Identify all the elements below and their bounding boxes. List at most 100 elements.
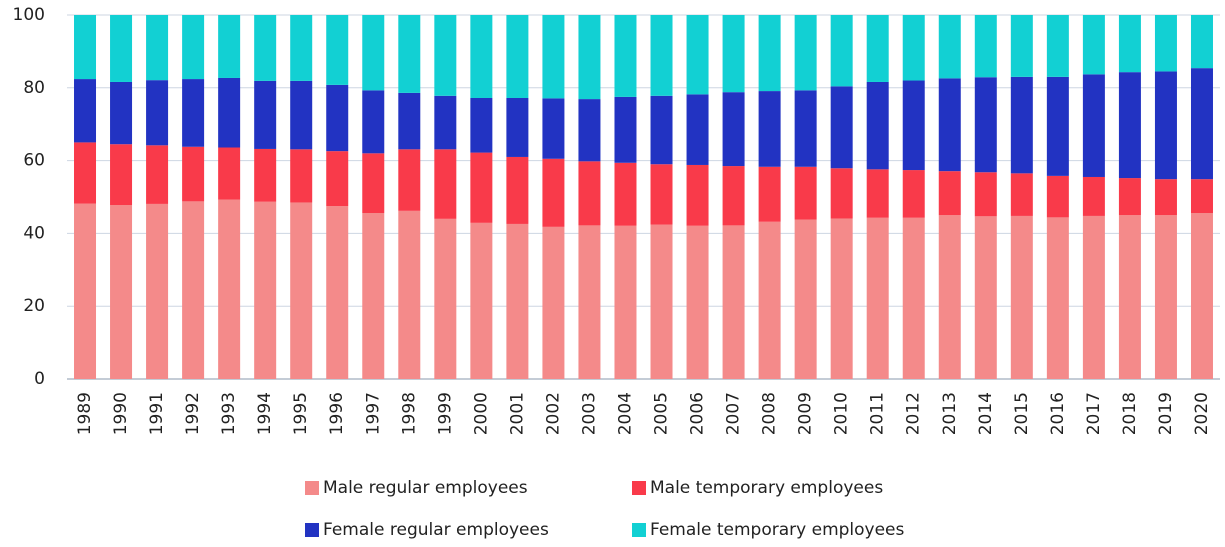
bar-segment <box>614 15 637 97</box>
bar-segment <box>1082 215 1105 379</box>
bar-segment <box>74 15 97 80</box>
x-tick-label: 1990 <box>111 392 131 435</box>
bar-segment <box>1154 71 1177 180</box>
x-tick-label: 2013 <box>940 392 960 435</box>
legend-swatch <box>632 481 646 495</box>
bar-segment <box>1118 15 1141 73</box>
bar-segment <box>218 15 241 78</box>
bar-segment <box>650 224 673 379</box>
bar-segment <box>866 217 889 379</box>
x-tick-label: 1998 <box>399 392 419 435</box>
bar-segment <box>902 217 925 379</box>
y-tick-label: 80 <box>23 78 45 98</box>
bar-segment <box>794 15 817 91</box>
bar-segment <box>1154 215 1177 379</box>
bar-segment <box>254 201 277 379</box>
bar-segment <box>326 15 349 85</box>
bar-segment <box>470 152 493 223</box>
bar-segment <box>470 222 493 379</box>
bar-segment <box>794 166 817 220</box>
bar-segment <box>74 142 97 204</box>
bar-segment <box>398 15 421 93</box>
bar-segment <box>542 158 565 227</box>
bar-segment <box>1154 15 1177 72</box>
bar-segment <box>146 15 169 81</box>
bar-segment <box>1190 68 1213 180</box>
bar-segment <box>290 80 313 150</box>
bar-segment <box>1046 175 1069 218</box>
bar-segment <box>650 164 673 225</box>
bar-segment <box>758 15 781 92</box>
x-tick-label: 2011 <box>868 392 888 435</box>
bar-segment <box>1118 215 1141 379</box>
legend-swatch <box>305 523 319 537</box>
x-tick-label: 2007 <box>724 392 744 435</box>
legend-label: Female temporary employees <box>650 520 905 540</box>
legend-swatch <box>305 481 319 495</box>
bar-segment <box>506 156 529 224</box>
bar-segment <box>794 219 817 379</box>
bar-segment <box>1046 15 1069 77</box>
x-tick-label: 2018 <box>1120 392 1140 435</box>
x-tick-label: 2005 <box>652 392 672 435</box>
x-tick-label: 2015 <box>1012 392 1032 435</box>
bar-segment <box>938 15 961 79</box>
bar-segment <box>182 146 205 202</box>
bar-segment <box>1118 72 1141 179</box>
legend-label: Male temporary employees <box>650 478 883 498</box>
bar-segment <box>146 145 169 204</box>
bar-segment <box>506 15 529 98</box>
bar-segment <box>758 166 781 222</box>
bar-segment <box>902 15 925 81</box>
y-tick-label: 20 <box>23 296 45 316</box>
bar-segment <box>578 99 601 162</box>
bar-segment <box>866 169 889 218</box>
x-tick-label: 1989 <box>75 392 95 435</box>
bar-segment <box>830 15 853 87</box>
x-tick-label: 2020 <box>1192 392 1212 435</box>
bar-segment <box>722 166 745 226</box>
bar-segment <box>614 96 637 163</box>
bar-segment <box>326 151 349 207</box>
bar-segment <box>614 162 637 226</box>
bar-segment <box>938 215 961 379</box>
x-tick-label: 2014 <box>976 392 996 435</box>
bar-segment <box>1010 173 1033 216</box>
bar-segment <box>434 218 457 379</box>
bar-segment <box>650 15 673 96</box>
bar-segment <box>74 203 97 379</box>
bar-segment <box>470 97 493 153</box>
bar-segment <box>1118 178 1141 216</box>
x-tick-label: 2008 <box>760 392 780 435</box>
legend-swatch <box>632 523 646 537</box>
bar-segment <box>722 15 745 93</box>
x-tick-label: 1994 <box>255 392 275 435</box>
legend-label: Male regular employees <box>323 478 528 498</box>
bar-segment <box>146 203 169 379</box>
bar-segment <box>398 92 421 150</box>
bar-segment <box>542 98 565 159</box>
bar-segment <box>182 15 205 80</box>
bar-segment <box>434 15 457 96</box>
bar-segment <box>758 221 781 379</box>
bar-segment <box>362 213 385 379</box>
bar-segment <box>578 161 601 226</box>
bar-segment <box>506 223 529 379</box>
bar-segment <box>686 164 709 226</box>
bar-segment <box>362 153 385 214</box>
x-tick-label: 1999 <box>435 392 455 435</box>
bar-segment <box>434 95 457 150</box>
bar-segment <box>146 80 169 146</box>
bar-segment <box>290 202 313 379</box>
bar-segment <box>938 171 961 216</box>
bar-segment <box>218 199 241 379</box>
x-tick-label: 2019 <box>1156 392 1176 435</box>
y-tick-label: 0 <box>34 369 45 389</box>
x-tick-label: 2017 <box>1084 392 1104 435</box>
bar-segment <box>1010 215 1033 379</box>
bar-segment <box>290 15 313 81</box>
x-tick-label: 2002 <box>543 392 563 435</box>
x-tick-label: 2006 <box>688 392 708 435</box>
x-tick-label: 1997 <box>363 392 383 435</box>
bar-segment <box>542 226 565 379</box>
